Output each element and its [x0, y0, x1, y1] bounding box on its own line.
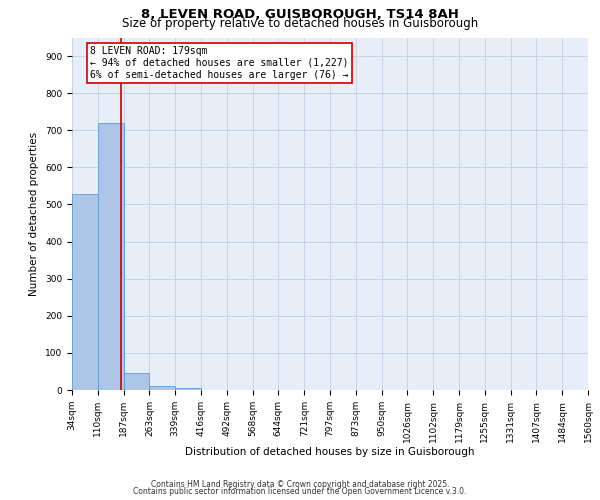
Bar	[149, 386, 175, 390]
Text: 8, LEVEN ROAD, GUISBOROUGH, TS14 8AH: 8, LEVEN ROAD, GUISBOROUGH, TS14 8AH	[141, 8, 459, 20]
Bar	[98, 123, 124, 390]
Text: Size of property relative to detached houses in Guisborough: Size of property relative to detached ho…	[122, 18, 478, 30]
Text: 8 LEVEN ROAD: 179sqm
← 94% of detached houses are smaller (1,227)
6% of semi-det: 8 LEVEN ROAD: 179sqm ← 94% of detached h…	[90, 46, 349, 80]
Bar	[72, 194, 98, 390]
X-axis label: Distribution of detached houses by size in Guisborough: Distribution of detached houses by size …	[185, 448, 475, 458]
Text: Contains HM Land Registry data © Crown copyright and database right 2025.: Contains HM Land Registry data © Crown c…	[151, 480, 449, 489]
Y-axis label: Number of detached properties: Number of detached properties	[29, 132, 40, 296]
Text: Contains public sector information licensed under the Open Government Licence v.: Contains public sector information licen…	[133, 487, 467, 496]
Bar	[124, 372, 149, 390]
Bar	[175, 388, 201, 390]
